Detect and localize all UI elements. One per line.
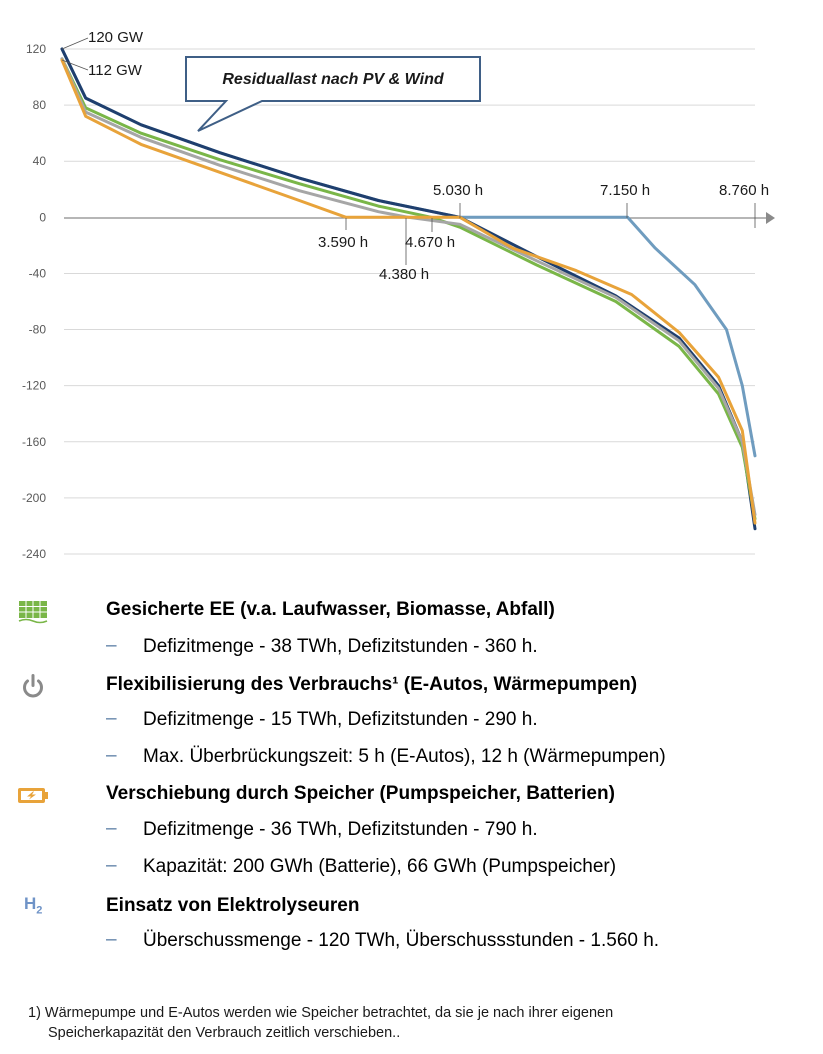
footnote-line-1: 1) Wärmepumpe und E-Autos werden wie Spe… [28,1005,614,1021]
annotation-4670h: 4.670 h [405,234,455,251]
annotation-3590h: 3.590 h [318,234,368,251]
legend-heading: Flexibilisierung des Verbrauchs¹ (E-Auto… [106,674,638,695]
series-line-4 [60,57,757,517]
legend-subtext: Überschussmenge - 120 TWh, Überschussstu… [143,930,660,951]
solar-panel-icon [18,601,48,624]
legend-heading: Gesicherte EE (v.a. Laufwasser, Biomasse… [106,599,555,620]
legend-subtext: Defizitmenge - 36 TWh, Defizitstunden - … [143,819,538,840]
series-line-2 [60,47,757,531]
y-tick-label: -240 [22,547,46,561]
legend-heading: Verschiebung durch Speicher (Pumpspeiche… [106,783,615,804]
y-tick-label: -80 [29,323,47,337]
chart-series [60,47,757,531]
footnote-line-2: Speicherkapazität den Verbrauch zeitlich… [48,1025,401,1041]
leader-120 [61,37,89,50]
series-line-1 [60,47,757,458]
dash-bullet: – [106,855,117,876]
h2-letter: H [24,894,37,913]
annotation-7150h: 7.150 h [600,182,650,199]
y-tick-label: -120 [22,379,46,393]
y-tick-label: 80 [33,98,47,112]
annotation-4380h: 4.380 h [379,266,429,283]
series-line-3 [60,57,757,521]
x-axis-arrow [766,212,775,224]
legend-subitem: – Defizitmenge - 15 TWh, Defizitstunden … [0,706,823,736]
y-tick-label: 0 [39,210,46,224]
annotation-8760h: 8.760 h [719,182,769,199]
legend-subtext: Defizitmenge - 15 TWh, Defizitstunden - … [143,709,538,730]
dash-bullet: – [106,929,117,950]
legend-subtext: Defizitmenge - 38 TWh, Defizitstunden - … [143,636,538,657]
y-tick-label: -160 [22,435,46,449]
y-tick-label: 40 [33,154,47,168]
legend-item-storage: Verschiebung durch Speicher (Pumpspeiche… [0,780,823,810]
annotation-5030h: 5.030 h [433,182,483,199]
y-tick-label: -40 [29,266,47,280]
legend-subtext: Max. Überbrückungszeit: 5 h (E-Autos), 1… [143,746,666,767]
callout-text: Residuallast nach PV & Wind [222,71,444,88]
annotation-peak-low: 112 GW [88,62,143,79]
dash-bullet: – [106,818,117,839]
legend-item-secured-re: Gesicherte EE (v.a. Laufwasser, Biomasse… [0,596,823,626]
annotation-peak-high: 120 GW [88,29,144,46]
y-axis-ticks: 120 80 40 0 -40 -80 -120 -160 -200 -240 [22,42,46,561]
callout: Residuallast nach PV & Wind [185,56,481,132]
legend-subitem: – Überschussmenge - 120 TWh, Überschusss… [0,927,823,957]
y-tick-label: -200 [22,491,46,505]
battery-icon [18,788,48,803]
legend-item-electrolysis: H2 Einsatz von Elektrolyseuren [0,892,823,922]
legend-item-flexibility: Flexibilisierung des Verbrauchs¹ (E-Auto… [0,671,823,701]
legend-heading: Einsatz von Elektrolyseuren [106,895,360,916]
power-icon [23,674,43,698]
leader-112 [61,59,89,71]
chart-grid [64,48,755,555]
legend-subitem: – Kapazität: 200 GWh (Batterie), 66 GWh … [0,853,823,883]
legend-subitem: – Defizitmenge - 38 TWh, Defizitstunden … [0,633,823,663]
dash-bullet: – [106,745,117,766]
series-line-5 [60,58,757,525]
dash-bullet: – [106,635,117,656]
footnote: 1) Wärmepumpe und E-Autos werden wie Spe… [28,1003,613,1043]
h2-icon: H2 [24,894,42,916]
legend-subtext: Kapazität: 200 GWh (Batterie), 66 GWh (P… [143,856,617,877]
y-tick-label: 120 [26,42,46,56]
residual-load-chart: 120 80 40 0 -40 -80 -120 -160 -200 -240 120 GW 11… [22,29,775,561]
h2-subscript: 2 [36,904,43,917]
legend-subitem: – Max. Überbrückungszeit: 5 h (E-Autos),… [0,743,823,773]
legend-subitem: – Defizitmenge - 36 TWh, Defizitstunden … [0,816,823,846]
dash-bullet: – [106,708,117,729]
